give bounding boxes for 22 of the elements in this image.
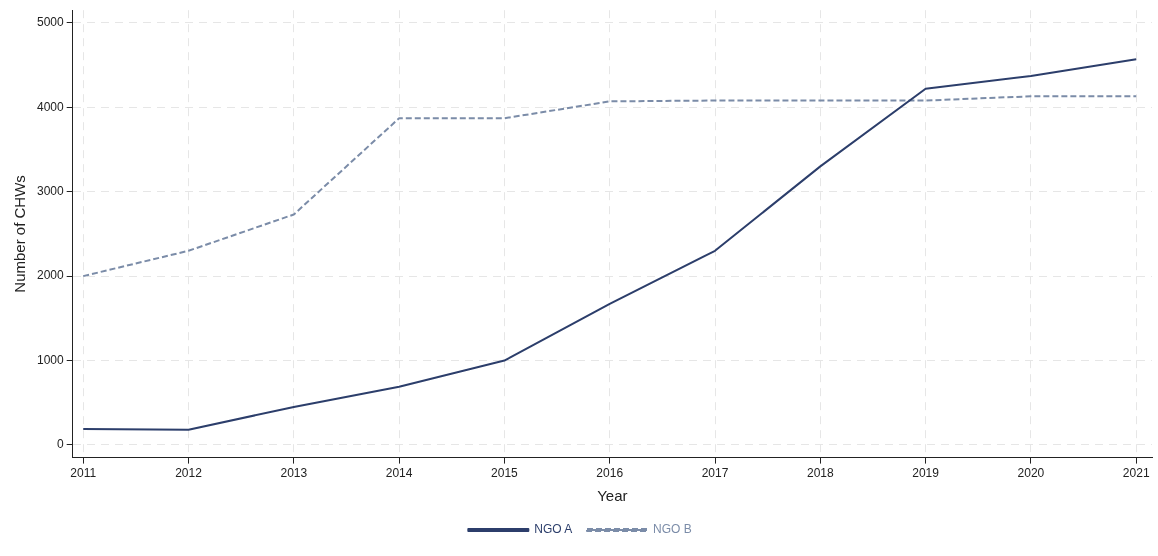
- x-axis-title: Year: [597, 487, 628, 505]
- x-tick-label: 2019: [912, 466, 940, 481]
- legend-label: NGO B: [653, 522, 692, 537]
- x-tick-label: 2018: [806, 466, 834, 481]
- x-tick-label: 2017: [701, 466, 729, 481]
- x-tick-label: 2015: [491, 466, 519, 481]
- x-tick-label: 2016: [596, 466, 624, 481]
- x-tick-label: 2011: [70, 466, 97, 481]
- x-tick-label: 2013: [280, 466, 308, 481]
- y-axis-title: Number of CHWs: [11, 175, 29, 293]
- y-tick-label: 5000: [36, 15, 65, 30]
- line-series: [82, 95, 1138, 278]
- text: NGO A: [534, 522, 573, 537]
- y-tick-label: 3000: [36, 184, 65, 198]
- y-tick-label: 4000: [36, 99, 65, 114]
- x-tick-label: 2014: [385, 466, 413, 481]
- x-tick-label: 2021: [1122, 466, 1150, 481]
- y-tick-label: 1000: [36, 352, 65, 367]
- x-tick-label: 2012: [175, 466, 203, 481]
- y-tick-label: 2000: [36, 268, 65, 283]
- x-tick-label: 2020: [1017, 466, 1045, 481]
- y-tick-label: 0: [57, 437, 65, 452]
